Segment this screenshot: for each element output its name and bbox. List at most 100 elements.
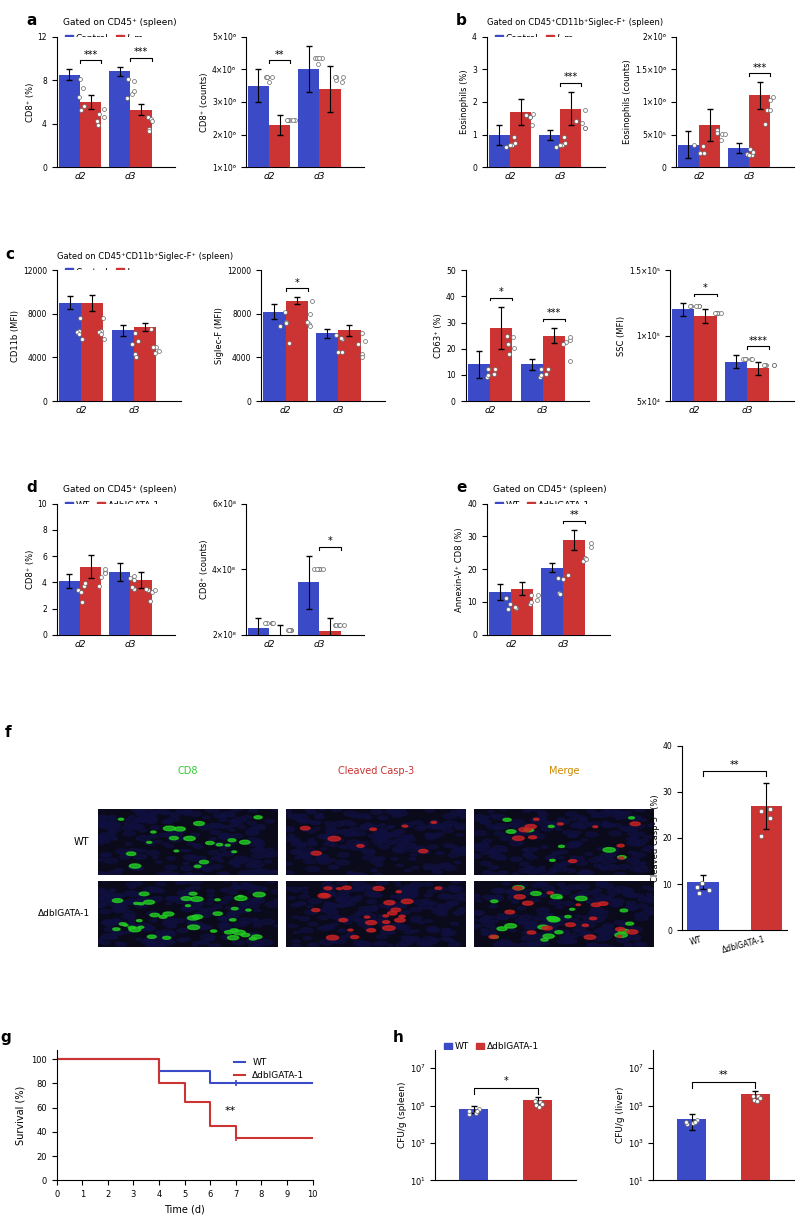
Circle shape [112, 908, 125, 913]
Circle shape [300, 894, 309, 898]
Circle shape [459, 847, 471, 851]
Circle shape [160, 937, 166, 940]
Circle shape [390, 896, 396, 897]
Point [471, 1101, 484, 1121]
Circle shape [245, 909, 251, 912]
Circle shape [569, 842, 579, 846]
Point [505, 135, 518, 155]
Circle shape [386, 832, 399, 837]
Circle shape [288, 924, 297, 927]
Circle shape [326, 829, 337, 832]
Circle shape [373, 943, 381, 946]
Circle shape [500, 916, 509, 919]
Circle shape [190, 892, 197, 896]
Circle shape [195, 873, 202, 876]
Circle shape [236, 808, 243, 811]
Circle shape [229, 860, 241, 865]
Circle shape [437, 904, 446, 908]
Circle shape [343, 888, 354, 892]
Circle shape [527, 931, 535, 933]
Point [526, 103, 539, 123]
Circle shape [446, 901, 458, 905]
Circle shape [322, 893, 331, 896]
Circle shape [221, 836, 227, 837]
Circle shape [96, 821, 109, 828]
Circle shape [167, 829, 174, 831]
Circle shape [221, 936, 231, 940]
Circle shape [637, 904, 647, 908]
Circle shape [116, 942, 122, 944]
Circle shape [589, 910, 600, 915]
Bar [699, 125, 720, 168]
Circle shape [388, 912, 397, 915]
Text: ***: *** [752, 62, 767, 73]
Circle shape [156, 873, 169, 877]
Circle shape [228, 913, 234, 915]
Point [745, 145, 758, 164]
Circle shape [159, 834, 169, 837]
Circle shape [426, 836, 435, 840]
Circle shape [188, 916, 199, 920]
Circle shape [347, 871, 355, 875]
Circle shape [234, 856, 248, 862]
Circle shape [573, 927, 586, 932]
Circle shape [556, 897, 562, 898]
Circle shape [168, 831, 177, 835]
Circle shape [431, 821, 437, 824]
Circle shape [190, 834, 199, 836]
Circle shape [161, 871, 174, 875]
Circle shape [126, 852, 136, 856]
Circle shape [526, 869, 539, 874]
Circle shape [256, 870, 271, 875]
Point [562, 566, 575, 585]
Circle shape [313, 852, 320, 854]
Circle shape [448, 903, 457, 905]
Point [550, 138, 563, 157]
Text: h: h [393, 1030, 403, 1045]
Circle shape [194, 821, 204, 825]
Circle shape [582, 839, 588, 841]
Circle shape [488, 898, 498, 902]
Circle shape [490, 897, 502, 902]
Circle shape [367, 891, 373, 893]
Circle shape [207, 890, 215, 892]
Circle shape [505, 924, 517, 929]
Circle shape [220, 888, 230, 892]
Point [122, 69, 134, 89]
Circle shape [630, 821, 640, 825]
Point [578, 548, 591, 567]
Circle shape [540, 846, 548, 848]
Circle shape [351, 898, 361, 902]
Y-axis label: CFU/g (spleen): CFU/g (spleen) [398, 1082, 407, 1149]
Circle shape [229, 859, 241, 864]
Circle shape [337, 887, 342, 890]
Circle shape [491, 920, 498, 922]
Text: d: d [26, 481, 36, 495]
Circle shape [195, 903, 203, 907]
Circle shape [296, 846, 305, 848]
Circle shape [244, 858, 254, 862]
Point [718, 124, 731, 144]
Circle shape [524, 829, 534, 831]
Circle shape [482, 919, 490, 922]
Point [147, 337, 160, 357]
Circle shape [379, 834, 388, 837]
Point [523, 107, 536, 127]
Text: *: * [703, 284, 708, 293]
Circle shape [343, 921, 352, 924]
Circle shape [347, 916, 360, 920]
Point [693, 144, 706, 163]
Circle shape [598, 935, 612, 940]
Circle shape [207, 902, 213, 904]
Circle shape [377, 935, 387, 938]
Circle shape [184, 891, 195, 896]
Circle shape [92, 888, 106, 893]
Circle shape [549, 899, 562, 904]
Circle shape [541, 886, 554, 891]
Point [500, 138, 513, 157]
Circle shape [548, 916, 559, 921]
Circle shape [211, 930, 217, 932]
Circle shape [491, 936, 498, 938]
Circle shape [95, 904, 105, 908]
Circle shape [324, 887, 332, 890]
